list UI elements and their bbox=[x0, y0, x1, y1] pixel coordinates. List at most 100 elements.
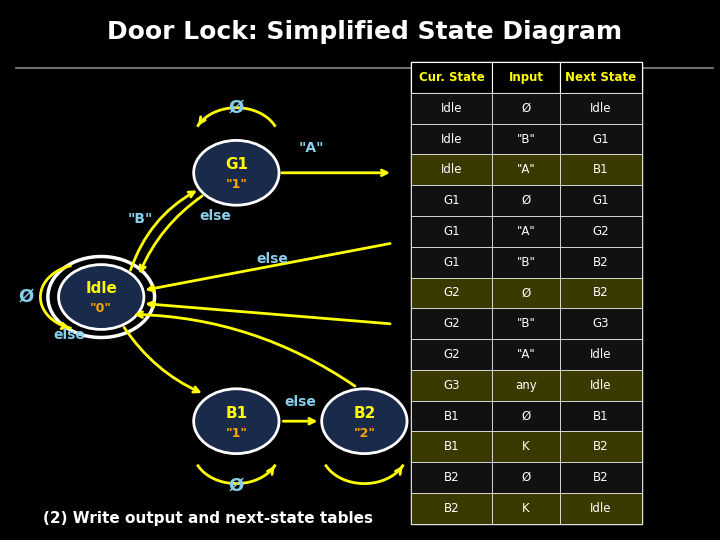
FancyBboxPatch shape bbox=[560, 401, 642, 431]
Text: "B": "B" bbox=[517, 255, 536, 269]
Text: G3: G3 bbox=[444, 379, 460, 392]
FancyBboxPatch shape bbox=[492, 431, 560, 462]
FancyBboxPatch shape bbox=[560, 462, 642, 493]
Text: B1: B1 bbox=[593, 409, 608, 423]
Text: Idle: Idle bbox=[590, 348, 611, 361]
FancyBboxPatch shape bbox=[492, 493, 560, 524]
FancyBboxPatch shape bbox=[492, 216, 560, 247]
FancyBboxPatch shape bbox=[560, 431, 642, 462]
FancyBboxPatch shape bbox=[410, 401, 492, 431]
Text: Idle: Idle bbox=[441, 132, 462, 146]
Text: "A": "A" bbox=[298, 141, 324, 156]
Text: B2: B2 bbox=[593, 286, 608, 300]
Text: Ø: Ø bbox=[521, 286, 531, 300]
FancyBboxPatch shape bbox=[410, 431, 492, 462]
FancyBboxPatch shape bbox=[560, 154, 642, 185]
Text: "B": "B" bbox=[517, 317, 536, 330]
Text: Idle: Idle bbox=[441, 102, 462, 115]
FancyBboxPatch shape bbox=[492, 154, 560, 185]
Text: Idle: Idle bbox=[441, 163, 462, 177]
Text: Input: Input bbox=[509, 71, 544, 84]
FancyBboxPatch shape bbox=[560, 493, 642, 524]
FancyBboxPatch shape bbox=[492, 401, 560, 431]
FancyBboxPatch shape bbox=[560, 93, 642, 124]
Circle shape bbox=[58, 265, 144, 329]
Text: Next State: Next State bbox=[565, 71, 636, 84]
Text: B1: B1 bbox=[444, 440, 459, 454]
FancyBboxPatch shape bbox=[492, 339, 560, 370]
Text: G1: G1 bbox=[444, 255, 460, 269]
FancyBboxPatch shape bbox=[492, 124, 560, 154]
FancyBboxPatch shape bbox=[410, 493, 492, 524]
FancyBboxPatch shape bbox=[560, 370, 642, 401]
FancyBboxPatch shape bbox=[410, 124, 492, 154]
Text: B2: B2 bbox=[354, 406, 376, 421]
Circle shape bbox=[194, 140, 279, 205]
Text: B2: B2 bbox=[593, 255, 608, 269]
FancyBboxPatch shape bbox=[492, 185, 560, 216]
FancyBboxPatch shape bbox=[410, 62, 492, 93]
Text: else: else bbox=[53, 328, 85, 342]
Circle shape bbox=[322, 389, 407, 454]
Text: G2: G2 bbox=[593, 225, 609, 238]
Text: B1: B1 bbox=[444, 409, 459, 423]
Text: Idle: Idle bbox=[590, 379, 611, 392]
Text: B1: B1 bbox=[593, 163, 608, 177]
Text: Door Lock: Simplified State Diagram: Door Lock: Simplified State Diagram bbox=[107, 21, 622, 44]
Text: B2: B2 bbox=[593, 440, 608, 454]
Text: Ø: Ø bbox=[19, 288, 34, 306]
Text: G2: G2 bbox=[444, 286, 460, 300]
Text: "A": "A" bbox=[517, 225, 536, 238]
FancyBboxPatch shape bbox=[492, 247, 560, 278]
Text: Ø: Ø bbox=[229, 477, 244, 495]
FancyBboxPatch shape bbox=[410, 154, 492, 185]
Text: "2": "2" bbox=[354, 427, 375, 440]
Text: Ø: Ø bbox=[521, 194, 531, 207]
Text: G1: G1 bbox=[593, 194, 609, 207]
Text: Ø: Ø bbox=[229, 99, 244, 117]
FancyBboxPatch shape bbox=[560, 278, 642, 308]
Text: "1": "1" bbox=[225, 427, 248, 440]
Text: Idle: Idle bbox=[590, 502, 611, 515]
FancyBboxPatch shape bbox=[492, 462, 560, 493]
FancyBboxPatch shape bbox=[560, 185, 642, 216]
FancyBboxPatch shape bbox=[560, 339, 642, 370]
FancyBboxPatch shape bbox=[410, 278, 492, 308]
FancyBboxPatch shape bbox=[410, 370, 492, 401]
FancyBboxPatch shape bbox=[410, 185, 492, 216]
Text: Idle: Idle bbox=[590, 102, 611, 115]
Text: "A": "A" bbox=[517, 163, 536, 177]
Text: G1: G1 bbox=[444, 194, 460, 207]
FancyBboxPatch shape bbox=[560, 247, 642, 278]
FancyBboxPatch shape bbox=[492, 308, 560, 339]
Text: G2: G2 bbox=[444, 348, 460, 361]
FancyBboxPatch shape bbox=[560, 216, 642, 247]
FancyBboxPatch shape bbox=[560, 62, 642, 93]
FancyBboxPatch shape bbox=[410, 93, 492, 124]
Text: B2: B2 bbox=[444, 471, 459, 484]
FancyBboxPatch shape bbox=[492, 370, 560, 401]
Text: else: else bbox=[199, 209, 231, 223]
Text: "0": "0" bbox=[90, 302, 112, 315]
Text: "B": "B" bbox=[517, 132, 536, 146]
Text: Cur. State: Cur. State bbox=[418, 71, 485, 84]
Text: Idle: Idle bbox=[85, 281, 117, 296]
FancyBboxPatch shape bbox=[410, 308, 492, 339]
FancyBboxPatch shape bbox=[492, 278, 560, 308]
Text: else: else bbox=[256, 252, 288, 266]
Text: (2) Write output and next-state tables: (2) Write output and next-state tables bbox=[43, 511, 373, 526]
Text: G2: G2 bbox=[444, 317, 460, 330]
Text: Ø: Ø bbox=[521, 102, 531, 115]
FancyBboxPatch shape bbox=[492, 93, 560, 124]
Text: B2: B2 bbox=[593, 471, 608, 484]
Text: G1: G1 bbox=[593, 132, 609, 146]
Text: B2: B2 bbox=[444, 502, 459, 515]
Text: K: K bbox=[523, 502, 530, 515]
Text: "1": "1" bbox=[225, 178, 248, 191]
Text: "A": "A" bbox=[517, 348, 536, 361]
FancyBboxPatch shape bbox=[560, 308, 642, 339]
Text: any: any bbox=[516, 379, 537, 392]
Text: G1: G1 bbox=[225, 157, 248, 172]
Circle shape bbox=[194, 389, 279, 454]
Text: G3: G3 bbox=[593, 317, 609, 330]
